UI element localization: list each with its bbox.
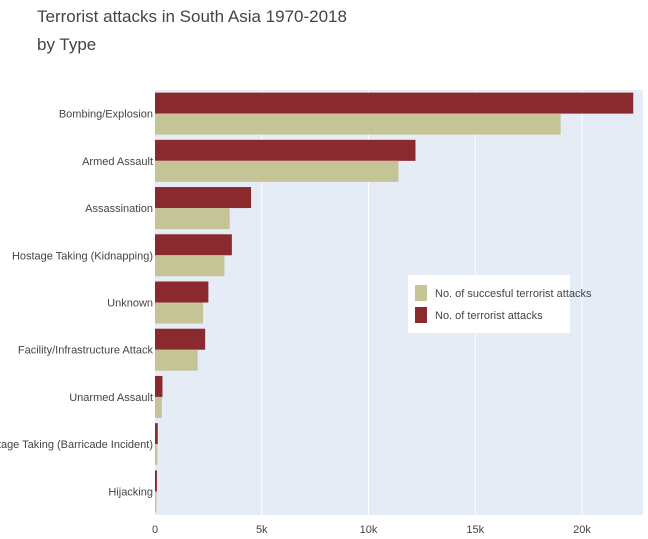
category-label: Hostage Taking (Kidnapping): [12, 250, 153, 262]
x-tick-label: 10k: [360, 524, 378, 536]
bar-terrorist-attacks[interactable]: [155, 281, 209, 303]
category-labels: Bombing/Explosion Armed Assault Assassinat…: [0, 109, 153, 499]
bar-successful-attacks[interactable]: [155, 302, 204, 324]
bar-terrorist-attacks[interactable]: [155, 187, 252, 209]
category-label: Facility/Infrastructure Attack: [18, 345, 154, 357]
bar-terrorist-attacks[interactable]: [155, 328, 206, 350]
legend-box: [408, 275, 570, 333]
legend-item-label[interactable]: No. of succesful terrorist attacks: [435, 288, 592, 300]
bar-terrorist-attacks[interactable]: [155, 92, 634, 114]
legend-item-label[interactable]: No. of terrorist attacks: [435, 310, 543, 322]
legend-swatch: [415, 285, 427, 301]
bar-successful-attacks[interactable]: [155, 208, 230, 230]
bars: [155, 92, 634, 513]
bar-successful-attacks[interactable]: [155, 396, 162, 418]
chart-subtitle: by Type: [37, 35, 96, 54]
category-label: Armed Assault: [82, 156, 153, 168]
category-label: Hostage Taking (Barricade Incident): [0, 439, 153, 451]
bar-terrorist-attacks[interactable]: [155, 470, 157, 492]
legend-swatch: [415, 307, 427, 323]
x-tick-label: 20k: [573, 524, 591, 536]
x-tick-label: 5k: [256, 524, 268, 536]
bar-terrorist-attacks[interactable]: [155, 234, 232, 256]
bar-successful-attacks[interactable]: [155, 444, 158, 466]
bar-successful-attacks[interactable]: [155, 113, 561, 135]
category-label: Hijacking: [108, 486, 153, 498]
legend[interactable]: No. of succesful terrorist attacks No. of…: [408, 275, 592, 333]
bar-terrorist-attacks[interactable]: [155, 139, 416, 161]
bar-successful-attacks[interactable]: [155, 160, 399, 182]
bar-successful-attacks[interactable]: [155, 349, 198, 371]
category-label: Assassination: [85, 203, 153, 215]
chart-title: Terrorist attacks in South Asia 1970-201…: [37, 7, 347, 26]
bar-terrorist-attacks[interactable]: [155, 375, 163, 397]
x-tick-label: 15k: [466, 524, 484, 536]
bar-terrorist-attacks[interactable]: [155, 423, 158, 445]
category-label: Unknown: [107, 298, 153, 310]
bar-successful-attacks[interactable]: [155, 255, 225, 277]
x-tick-label: 0: [152, 524, 158, 536]
category-label: Unarmed Assault: [69, 392, 153, 404]
bar-successful-attacks[interactable]: [155, 491, 157, 513]
category-label: Bombing/Explosion: [59, 109, 153, 121]
x-tick-labels: 0 5k 10k 15k 20k: [152, 524, 591, 536]
